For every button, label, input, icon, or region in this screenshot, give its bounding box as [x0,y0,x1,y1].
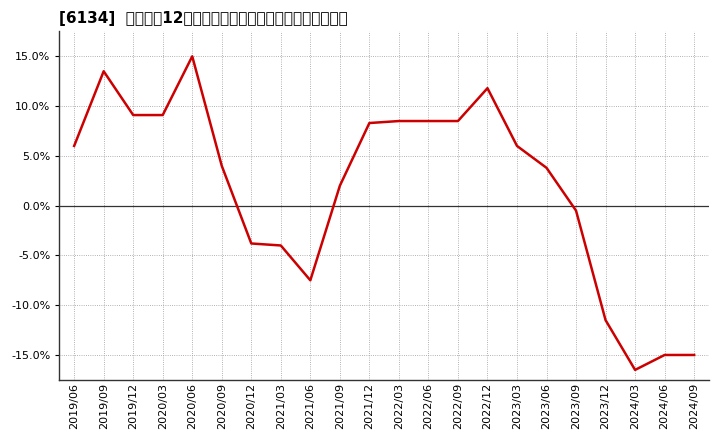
Text: [6134]  売上高の12か月移動合計の対前年同期増減率の推移: [6134] 売上高の12か月移動合計の対前年同期増減率の推移 [59,11,348,26]
